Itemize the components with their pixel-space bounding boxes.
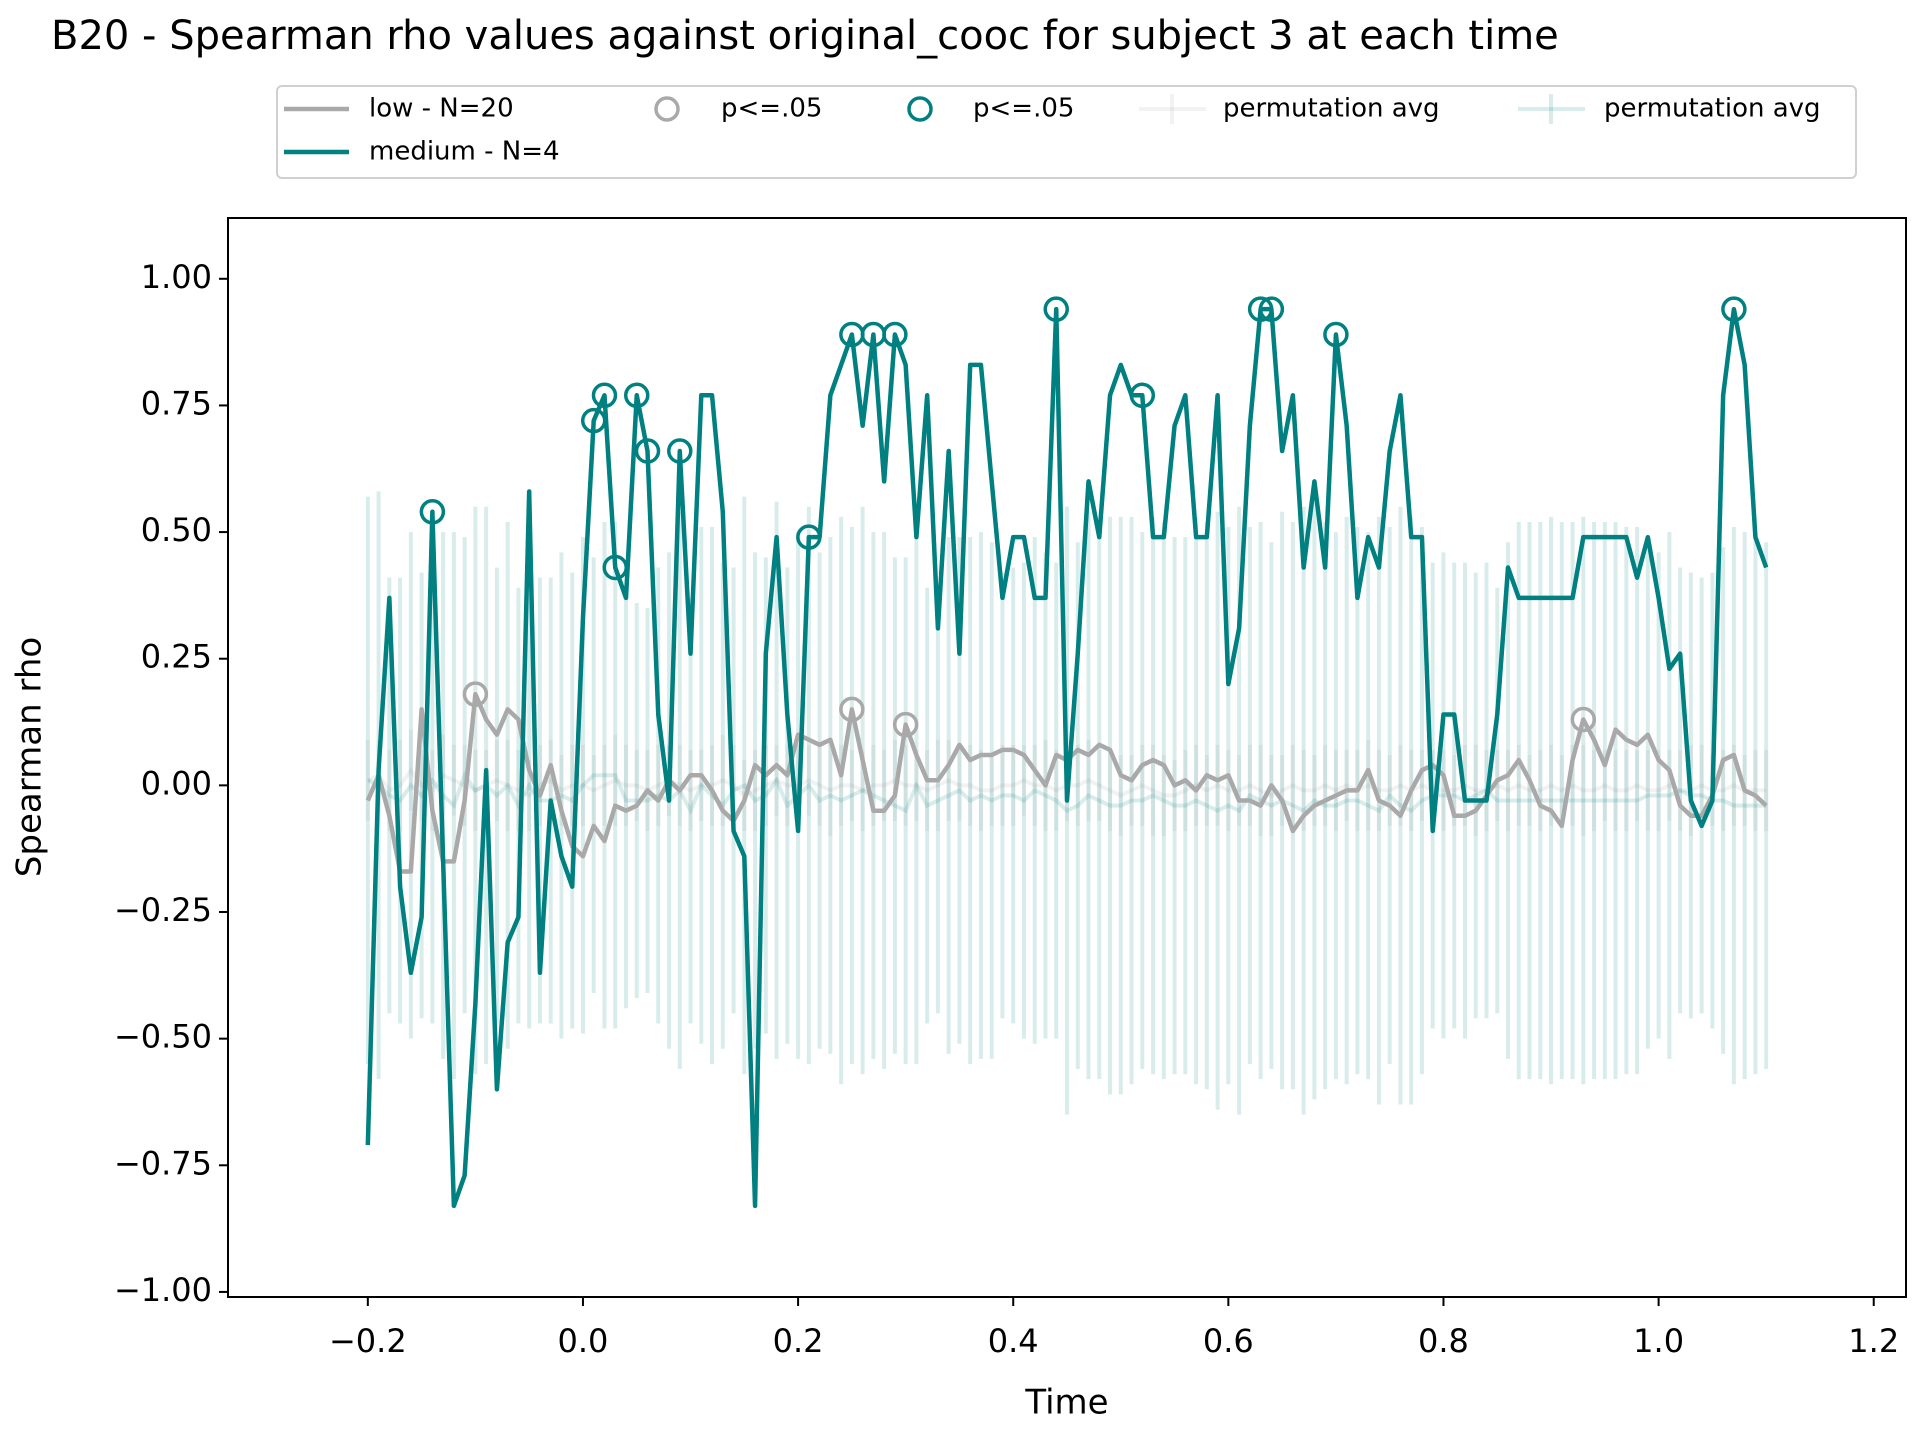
significance-marker bbox=[1721, 296, 1747, 322]
significance-marker bbox=[462, 681, 489, 707]
significance-marker bbox=[1323, 321, 1349, 348]
x-axis-label: Time bbox=[1024, 1383, 1108, 1423]
x-tick-label: 0.2 bbox=[773, 1322, 824, 1360]
y-tick-label: −0.50 bbox=[114, 1018, 212, 1056]
y-tick-label: 0.50 bbox=[141, 511, 212, 549]
significance-marker bbox=[602, 554, 628, 581]
y-axis-label: Spearman rho bbox=[10, 637, 50, 877]
significance-marker bbox=[634, 438, 661, 464]
significance-marker bbox=[1129, 382, 1156, 409]
significance-marker bbox=[591, 382, 618, 409]
significance-marker bbox=[1247, 296, 1274, 322]
significance-marker bbox=[1043, 296, 1069, 322]
legend-label: p<=.05 bbox=[973, 94, 1074, 124]
significance-marker bbox=[580, 407, 607, 434]
series-line bbox=[365, 306, 1769, 1209]
y-tick-label: −0.25 bbox=[114, 891, 212, 929]
legend-marker bbox=[907, 96, 933, 122]
legend-label: permutation avg bbox=[1604, 94, 1821, 124]
x-tick-label: −0.2 bbox=[329, 1322, 407, 1360]
significance-marker bbox=[1570, 706, 1597, 733]
y-tick-label: 0.75 bbox=[141, 384, 212, 422]
legend-label: p<=.05 bbox=[721, 94, 822, 124]
significance-marker bbox=[623, 382, 650, 409]
significance-marker bbox=[882, 321, 908, 348]
permutation-line bbox=[366, 770, 1767, 816]
x-tick-label: 1.0 bbox=[1633, 1322, 1684, 1360]
significance-marker bbox=[839, 696, 865, 723]
significance-marker bbox=[892, 711, 919, 738]
significance-marker bbox=[1258, 296, 1285, 322]
legend-label: low - N=20 bbox=[369, 94, 514, 124]
legend-label: permutation avg bbox=[1223, 94, 1440, 124]
y-tick-label: −0.75 bbox=[114, 1144, 212, 1182]
legend-marker bbox=[654, 96, 680, 122]
x-tick-label: 0.6 bbox=[1203, 1322, 1254, 1360]
y-tick-label: 0.25 bbox=[141, 638, 212, 676]
x-tick-label: 1.2 bbox=[1848, 1322, 1899, 1360]
significance-marker bbox=[667, 438, 693, 464]
legend-label: medium - N=4 bbox=[369, 137, 560, 167]
significance-marker bbox=[796, 524, 822, 550]
plot-frame bbox=[227, 217, 1907, 1298]
x-tick-label: 0.4 bbox=[988, 1322, 1039, 1360]
significance-marker bbox=[419, 499, 446, 525]
x-tick-label: 0.8 bbox=[1418, 1322, 1469, 1360]
legend-box bbox=[276, 85, 1857, 179]
y-tick-label: −1.00 bbox=[114, 1271, 212, 1309]
x-tick-label: 0.0 bbox=[558, 1322, 609, 1360]
chart-title: B20 - Spearman rho values against origin… bbox=[51, 13, 1559, 59]
y-tick-label: 1.00 bbox=[141, 258, 212, 296]
y-tick-label: 0.00 bbox=[141, 764, 212, 802]
